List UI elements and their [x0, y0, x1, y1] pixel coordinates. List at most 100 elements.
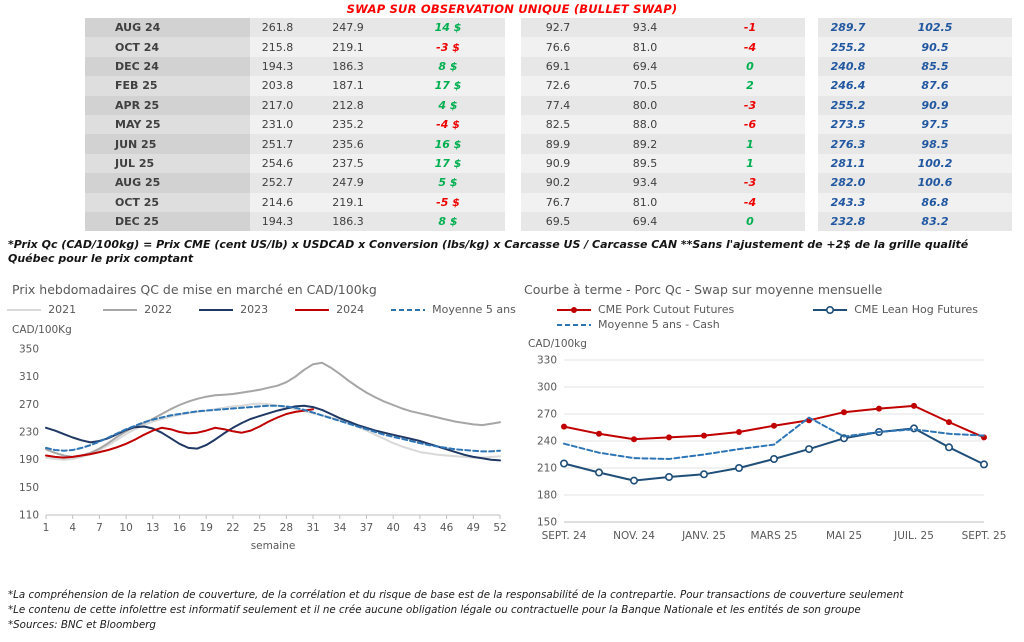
- table-cell: 246.4: [830, 79, 866, 93]
- legend-item-2022: 2022: [102, 303, 172, 316]
- table-cell: 240.8: [830, 59, 866, 73]
- legend-swatch: [557, 323, 591, 326]
- table-cell: 273.5: [830, 118, 866, 132]
- legend-item-moyenne-5-ans-cash: Moyenne 5 ans - Cash: [556, 318, 720, 331]
- table-cell-group: 252.7 247.9 5 $: [250, 173, 505, 193]
- table-cell: -3: [743, 98, 757, 112]
- table-cell: 76.7: [545, 195, 571, 209]
- footer-note-3: *Sources: BNC et Bloomberg: [8, 619, 156, 631]
- table-cell-filler: [992, 96, 1012, 115]
- table-cell: 92.7: [545, 21, 571, 35]
- column-gap: [505, 173, 521, 193]
- table-cell: 261.8: [261, 21, 294, 35]
- table-cell: 1: [746, 156, 754, 170]
- table-cell: 255.2: [830, 98, 866, 112]
- x-tick-label: 7: [96, 522, 103, 534]
- forward-curve-chart-legend: CME Pork Cutout Futures CME Lean Hog Futu…: [522, 303, 1022, 331]
- x-tick-label: 37: [360, 522, 373, 534]
- x-tick-label: 49: [467, 522, 480, 534]
- marker-circle: [595, 468, 604, 477]
- footer-note-2: *Le contenu de cette infolettre est info…: [8, 604, 861, 616]
- legend-swatch: [391, 308, 426, 311]
- table-cell: 215.8: [261, 40, 294, 54]
- marker-circle: [700, 470, 709, 479]
- table-row: APR 25 217.0 212.8 4 $ 77.4 80.0 -3 255.2 90.9: [85, 95, 1012, 115]
- legend-label: 2022: [144, 303, 173, 316]
- x-tick-label: 16: [173, 522, 187, 534]
- marker-dot: [561, 423, 567, 430]
- column-gap: [505, 37, 521, 57]
- marker-circle: [630, 476, 639, 485]
- x-tick-label: MARS 25: [751, 530, 798, 542]
- table-cell: 89.2: [632, 137, 658, 151]
- weekly-price-chart: CAD/100Kg 110 150 190 230 270 310 350 1 4 7 10 13 16 1…: [12, 324, 507, 552]
- month-label: OCT 25: [85, 192, 250, 212]
- month-label: JUL 25: [85, 153, 250, 174]
- table-cell: 247.9: [332, 21, 364, 35]
- y-tick-label: 210: [537, 463, 557, 475]
- month-label: APR 25: [85, 95, 250, 115]
- y-axis-label: CAD/100Kg: [12, 324, 72, 336]
- table-cell-group: 90.2 93.4 -3: [521, 173, 805, 193]
- x-tick-label: JANV. 25: [681, 530, 726, 542]
- table-cell: 90.9: [921, 98, 949, 112]
- table-cell: 89.9: [545, 137, 571, 151]
- y-tick-label: 230: [19, 427, 39, 439]
- marker-circle: [665, 473, 674, 482]
- table-cell-group: 214.6 219.1 -5 $: [250, 192, 505, 212]
- table-cell-group: 255.2 90.5: [818, 37, 1012, 57]
- table-cell: 1: [746, 137, 754, 151]
- table-cell: 243.3: [830, 195, 866, 209]
- table-cell: 85.5: [921, 59, 949, 73]
- marker-circle: [735, 464, 744, 473]
- table-cell: 93.4: [632, 21, 658, 35]
- series-line-cme-pork-cutout-futures: [563, 404, 985, 441]
- x-tick-label: 46: [440, 522, 454, 534]
- month-label: MAY 25: [85, 114, 250, 135]
- weekly-price-chart-legend: 2021 2022 2023 2024 Moyenne 5 ans: [7, 303, 516, 316]
- x-tick-label: JUIL. 25: [893, 530, 934, 542]
- legend-item-2024: 2024: [294, 303, 364, 316]
- x-tick-label: NOV. 24: [613, 530, 655, 542]
- weekly-price-chart-block: Prix hebdomadaires QC de mise en marché …: [7, 282, 516, 563]
- legend-item-cme-lean-hog-futures: CME Lean Hog Futures: [812, 303, 978, 316]
- series-line-2023: [45, 404, 501, 462]
- series-line-moyenne-5-ans-cash: [563, 416, 985, 460]
- marker-circle: [944, 443, 953, 452]
- month-label: AUG 24: [85, 18, 250, 38]
- table-cell-group: 77.4 80.0 -3: [521, 95, 805, 115]
- table-cell-group: 246.4 87.6: [818, 76, 1012, 96]
- x-axis-label: semaine: [251, 540, 296, 552]
- legend-label: 2023: [240, 303, 269, 316]
- table-cell: 281.1: [830, 156, 866, 170]
- table-cell-group: 89.9 89.2 1: [521, 134, 805, 154]
- table-cell: 69.5: [545, 215, 571, 229]
- table-row: JUL 25 254.6 237.5 17 $ 90.9 89.5 1 281.1 100.2: [85, 153, 1012, 174]
- table-cell: 81.0: [632, 40, 658, 54]
- legend-item-2021: 2021: [6, 303, 76, 316]
- table-cell: 8 $: [438, 215, 458, 229]
- y-tick-label: 150: [537, 517, 557, 529]
- y-tick-label: 190: [19, 454, 39, 466]
- table-cell-group: 243.3 86.8: [818, 192, 1012, 212]
- table-row: DEC 25 194.3 186.3 8 $ 69.5 69.4 0 232.8 83.2: [85, 211, 1012, 232]
- table-cell-group: 240.8 85.5: [818, 56, 1012, 77]
- marker-circle: [909, 424, 918, 433]
- y-axis-label: CAD/100kg: [528, 338, 587, 350]
- table-cell-filler: [992, 173, 1012, 192]
- table-cell-group: 76.7 81.0 -4: [521, 192, 805, 212]
- legend-label: CME Lean Hog Futures: [854, 303, 978, 316]
- table-cell-group: 289.7 102.5: [818, 18, 1012, 38]
- series-line-2024: [45, 408, 315, 459]
- table-cell: 219.1: [332, 40, 364, 54]
- legend-item-moyenne-5-ans: Moyenne 5 ans: [390, 303, 516, 316]
- legend-swatch: [7, 308, 42, 311]
- legend-item-2023: 2023: [198, 303, 268, 316]
- table-cell: 100.6: [917, 176, 953, 190]
- y-tick-label: 180: [537, 490, 557, 502]
- table-cell: 0: [746, 215, 754, 229]
- table-cell: 219.1: [332, 195, 364, 209]
- table-cell: 251.7: [261, 137, 294, 151]
- series-line-cme-lean-hog-futures: [563, 427, 985, 482]
